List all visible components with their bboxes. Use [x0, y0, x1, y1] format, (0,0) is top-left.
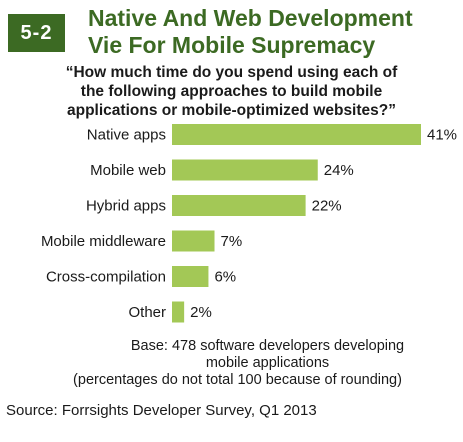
title-line-1: Native And Web Development: [88, 5, 413, 31]
bar-cross-compilation: [172, 266, 209, 287]
value-label: 41%: [427, 127, 457, 144]
bar-mobile-web: [172, 159, 318, 181]
source-note: Source: Forrsights Developer Survey, Q1 …: [6, 402, 317, 419]
value-label: 7%: [221, 233, 243, 250]
category-label: Mobile web: [90, 162, 166, 179]
category-label: Hybrid apps: [86, 198, 166, 215]
base-note-line-3: (percentages do not total 100 because of…: [73, 372, 402, 388]
bar-mobile-middleware: [172, 230, 215, 252]
bar-other: [172, 301, 185, 323]
category-label: Native apps: [87, 127, 166, 144]
question-line-2: the following approaches to build mobile: [80, 83, 383, 100]
bar-native-apps: [172, 124, 421, 145]
value-label: 2%: [190, 304, 212, 321]
value-label: 24%: [324, 162, 354, 179]
bar-chart: Native apps 41% Mobile web 24% Hybrid apps 22…: [41, 124, 457, 323]
figure-number-badge: 5-2: [8, 14, 65, 52]
question-line-1: “How much time do you spend using each o…: [65, 64, 398, 81]
base-note-line-2: mobile applications: [205, 355, 330, 371]
value-label: 22%: [312, 198, 342, 215]
title-line-2: Vie For Mobile Supremacy: [88, 32, 376, 58]
category-label: Other: [128, 304, 166, 321]
value-label: 6%: [214, 269, 236, 286]
bar-hybrid-apps: [172, 195, 306, 216]
category-label: Cross-compilation: [46, 269, 166, 286]
question-line-3: applications or mobile-optimized website…: [67, 102, 396, 119]
base-note-line-1: Base: 478 software developers developing: [130, 338, 405, 354]
category-label: Mobile middleware: [41, 233, 166, 250]
